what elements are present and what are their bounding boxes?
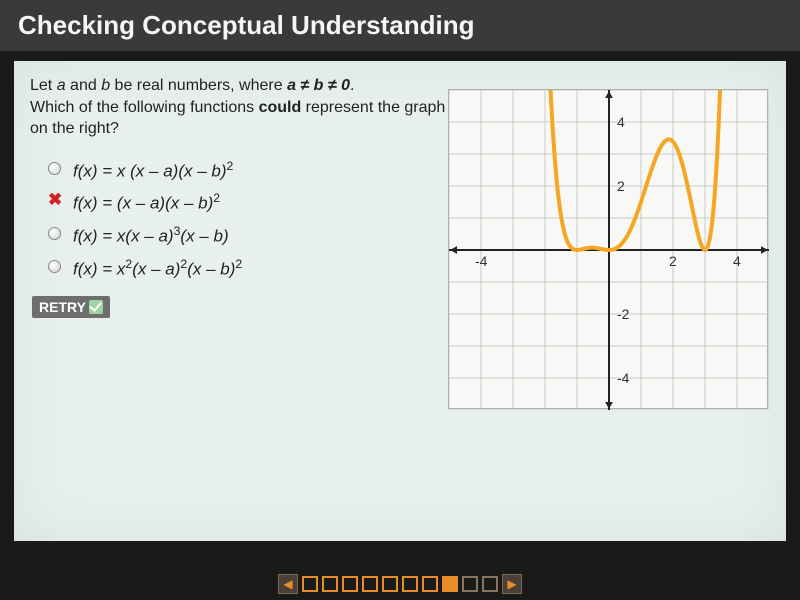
page-title: Checking Conceptual Understanding <box>18 10 782 41</box>
nav-square[interactable] <box>462 576 478 592</box>
radio-icon <box>48 260 61 273</box>
chevron-right-icon: ▶ <box>507 577 516 591</box>
nav-next-button[interactable]: ▶ <box>502 574 522 594</box>
q-text: . <box>350 77 354 94</box>
svg-text:-2: -2 <box>617 306 630 322</box>
radio-icon <box>48 227 61 240</box>
retry-button[interactable]: RETRY <box>32 296 110 318</box>
navbar: ◀ ▶ <box>0 574 800 594</box>
svg-text:2: 2 <box>617 178 625 194</box>
nav-square[interactable] <box>322 576 338 592</box>
nav-square[interactable] <box>302 576 318 592</box>
q-text: Which of the following functions <box>30 99 259 116</box>
option-formula: f(x) = (x – a)(x – b)2 <box>73 191 220 214</box>
q-condition: a ≠ b ≠ 0 <box>287 77 350 94</box>
nav-square[interactable] <box>382 576 398 592</box>
question-text: Let a and b be real numbers, where a ≠ b… <box>30 75 460 140</box>
nav-prev-button[interactable]: ◀ <box>278 574 298 594</box>
radio-icon <box>48 162 61 175</box>
svg-text:-4: -4 <box>617 370 630 386</box>
q-var-a: a <box>57 77 66 94</box>
svg-text:4: 4 <box>617 114 625 130</box>
graph-panel: -4 2 4 4 2 -2 -4 <box>448 89 768 409</box>
nav-square[interactable] <box>362 576 378 592</box>
q-text: and <box>66 77 102 94</box>
content-panel: Let a and b be real numbers, where a ≠ b… <box>14 61 786 541</box>
retry-label: RETRY <box>39 299 86 315</box>
svg-text:-4: -4 <box>475 253 488 269</box>
option-formula: f(x) = x2(x – a)2(x – b)2 <box>73 257 242 280</box>
svg-text:4: 4 <box>733 253 741 269</box>
nav-square[interactable] <box>482 576 498 592</box>
nav-square[interactable] <box>442 576 458 592</box>
option-formula: f(x) = x (x – a)(x – b)2 <box>73 159 233 182</box>
check-icon <box>89 300 103 314</box>
q-could: could <box>259 99 302 116</box>
nav-squares <box>302 576 498 592</box>
nav-square[interactable] <box>402 576 418 592</box>
nav-square[interactable] <box>422 576 438 592</box>
q-text: be real numbers, where <box>110 77 287 94</box>
svg-text:2: 2 <box>669 253 677 269</box>
q-var-b: b <box>101 77 110 94</box>
nav-square[interactable] <box>342 576 358 592</box>
chevron-left-icon: ◀ <box>283 577 292 591</box>
option-formula: f(x) = x(x – a)3(x – b) <box>73 224 229 247</box>
header: Checking Conceptual Understanding <box>0 0 800 51</box>
graph-svg: -4 2 4 4 2 -2 -4 <box>449 90 769 410</box>
wrong-icon: ✖ <box>48 193 61 206</box>
q-text: Let <box>30 77 57 94</box>
